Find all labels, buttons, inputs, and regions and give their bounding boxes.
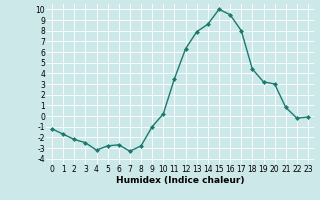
- X-axis label: Humidex (Indice chaleur): Humidex (Indice chaleur): [116, 176, 244, 185]
